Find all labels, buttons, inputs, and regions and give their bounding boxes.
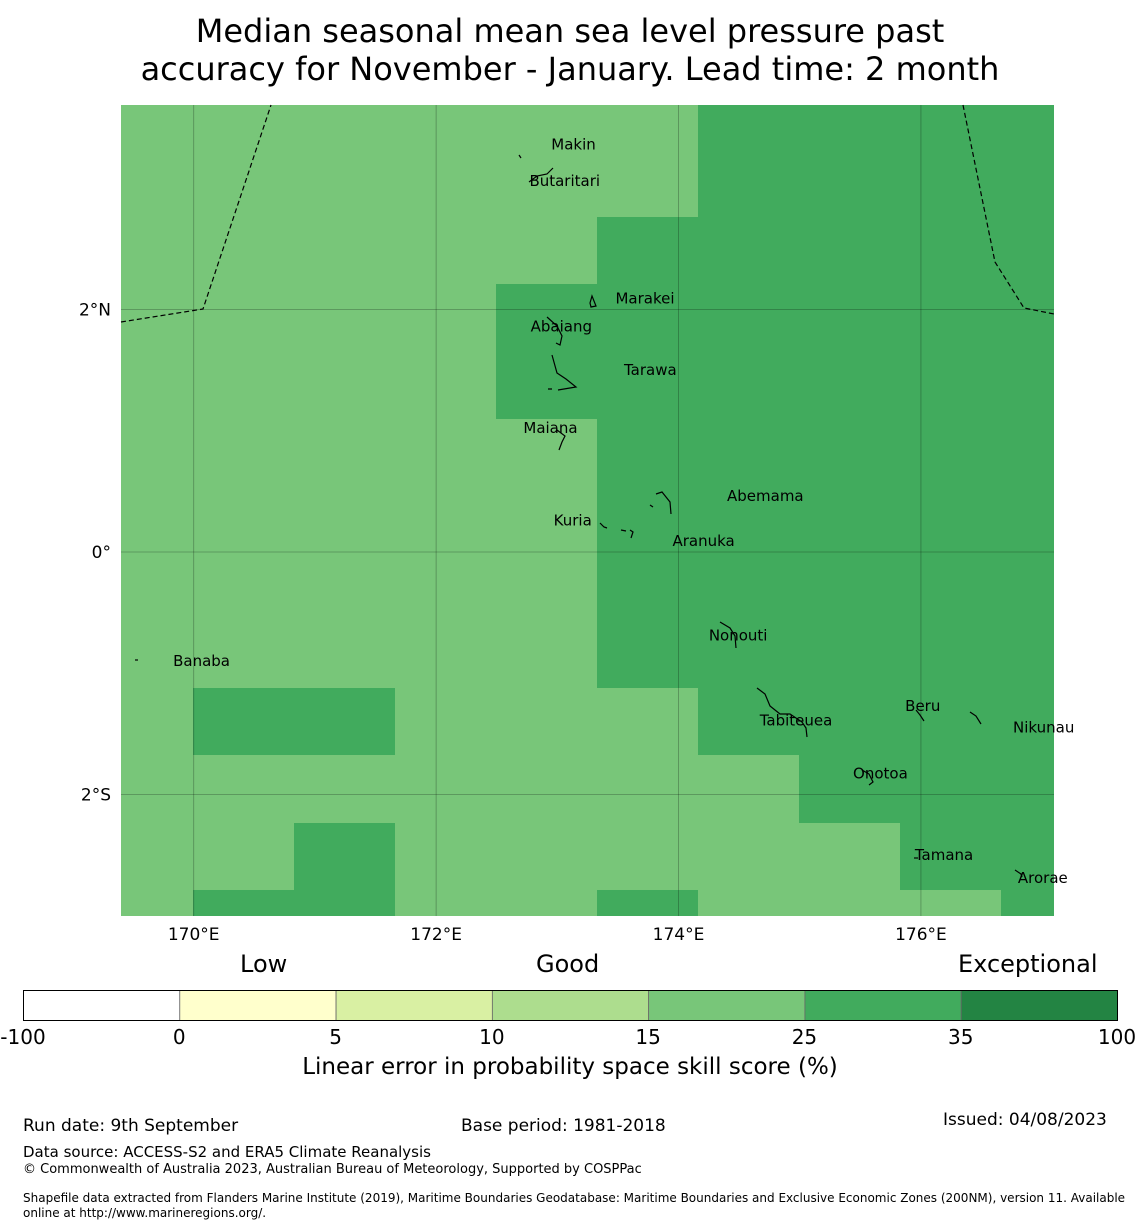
chart-title-line-1: Median seasonal mean sea level pressure … — [195, 12, 945, 50]
island-kuria — [599, 522, 608, 529]
island-nonouti — [719, 621, 737, 649]
island-makin — [518, 154, 522, 159]
colorbar-outline — [23, 990, 1118, 1021]
data-source: Data source: ACCESS-S2 and ERA5 Climate … — [23, 1143, 431, 1161]
chart-title-line-2: accuracy for November - January. Lead ti… — [140, 50, 1000, 88]
shapefile-credit: Shapefile data extracted from Flanders M… — [23, 1191, 1126, 1220]
island-beru — [915, 709, 925, 722]
place-label-arorae: Arorae — [1018, 869, 1068, 887]
colorbar — [23, 990, 1118, 1021]
colorbar-tick-label: 15 — [635, 1025, 661, 1049]
skill-region-higher-1 — [496, 105, 1054, 916]
colorbar-category-exceptional: Exceptional — [958, 950, 1098, 978]
lon-tick-label: 174°E — [653, 925, 705, 945]
lon-tick-label: 172°E — [410, 925, 462, 945]
colorbar-tick-label: 35 — [947, 1025, 974, 1049]
place-label-tamana: Tamana — [914, 846, 973, 864]
skill-map: Makin Butaritari Marakei Abaiang Tarawa Maian… — [79, 104, 1074, 945]
colorbar-tick-label: 100 — [1097, 1025, 1137, 1049]
place-label-makin: Makin — [551, 136, 596, 154]
skill-region-higher-4 — [597, 890, 698, 916]
island-onotoa — [861, 769, 874, 786]
colorbar-tick-label: -100 — [0, 1025, 46, 1049]
island-abemama — [649, 491, 672, 515]
island-outlines — [135, 154, 1023, 878]
colorbar-tick-label: 25 — [791, 1025, 818, 1049]
colorbar-tick-label: 5 — [329, 1025, 342, 1049]
colorbar-bin — [23, 990, 181, 1021]
island-tabiteuea — [756, 687, 808, 738]
colorbar-bin — [179, 990, 337, 1021]
graticule-lines — [121, 105, 1054, 916]
island-aranuka — [620, 529, 634, 539]
place-label-beru: Beru — [905, 697, 940, 715]
place-label-abaiang: Abaiang — [531, 317, 592, 335]
place-label-banaba: Banaba — [173, 652, 230, 670]
island-marakei — [589, 294, 597, 308]
eez-boundary-east — [962, 104, 1055, 315]
place-labels: Makin Butaritari Marakei Abaiang Tarawa Maian… — [173, 136, 1074, 887]
skill-grid-cells — [121, 105, 1054, 916]
skill-region-higher-2 — [193, 688, 395, 755]
place-label-butaritari: Butaritari — [529, 172, 600, 190]
skill-region-higher-3 — [193, 823, 395, 916]
place-label-abemama: Abemama — [727, 487, 804, 505]
eez-boundary-west — [120, 104, 272, 323]
colorbar-bin — [804, 990, 962, 1021]
lat-tick-label: 0° — [92, 543, 111, 563]
colorbar-bin — [960, 990, 1118, 1021]
island-butaritari — [528, 167, 554, 183]
colorbar-bin — [335, 990, 493, 1021]
copyright: © Commonwealth of Australia 2023, Austra… — [23, 1162, 642, 1177]
eez-boundaries — [120, 104, 1055, 323]
colorbar-category-good: Good — [536, 950, 600, 978]
place-label-nikunau: Nikunau — [1013, 719, 1074, 737]
issued-date: Issued: 04/08/2023 — [943, 1110, 1107, 1130]
place-label-onotoa: Onotoa — [853, 765, 908, 783]
lat-tick-label: 2°N — [79, 301, 111, 321]
island-abaiang — [546, 316, 563, 346]
colorbar-tick-label: 10 — [479, 1025, 505, 1049]
island-maiana — [556, 429, 566, 451]
lon-tick-label: 176°E — [895, 925, 947, 945]
place-label-marakei: Marakei — [615, 290, 674, 308]
base-period: Base period: 1981-2018 — [461, 1116, 666, 1136]
island-nikunau — [969, 711, 982, 725]
axis-labels: 170°E 172°E 174°E 176°E 2°N 0° 2°S — [79, 301, 947, 945]
island-tarawa — [548, 354, 578, 391]
run-date: Run date: 9th September — [23, 1116, 239, 1136]
colorbar-bin — [491, 990, 650, 1021]
colorbar-category-low: Low — [240, 950, 288, 978]
colorbar-bin — [648, 990, 806, 1021]
colorbar-label: Linear error in probability space skill … — [302, 1054, 838, 1080]
place-label-tarawa: Tarawa — [623, 361, 677, 379]
lat-tick-label: 2°S — [81, 785, 111, 805]
colorbar-tick-label: 0 — [172, 1025, 186, 1049]
lon-tick-label: 170°E — [168, 925, 220, 945]
place-label-nonouti: Nonouti — [709, 626, 768, 644]
place-label-tabiteuea: Tabiteuea — [759, 711, 833, 729]
island-arorae — [1014, 869, 1023, 878]
place-label-aranuka: Aranuka — [672, 532, 734, 550]
place-label-kuria: Kuria — [554, 511, 592, 529]
place-label-maiana: Maiana — [523, 419, 577, 437]
